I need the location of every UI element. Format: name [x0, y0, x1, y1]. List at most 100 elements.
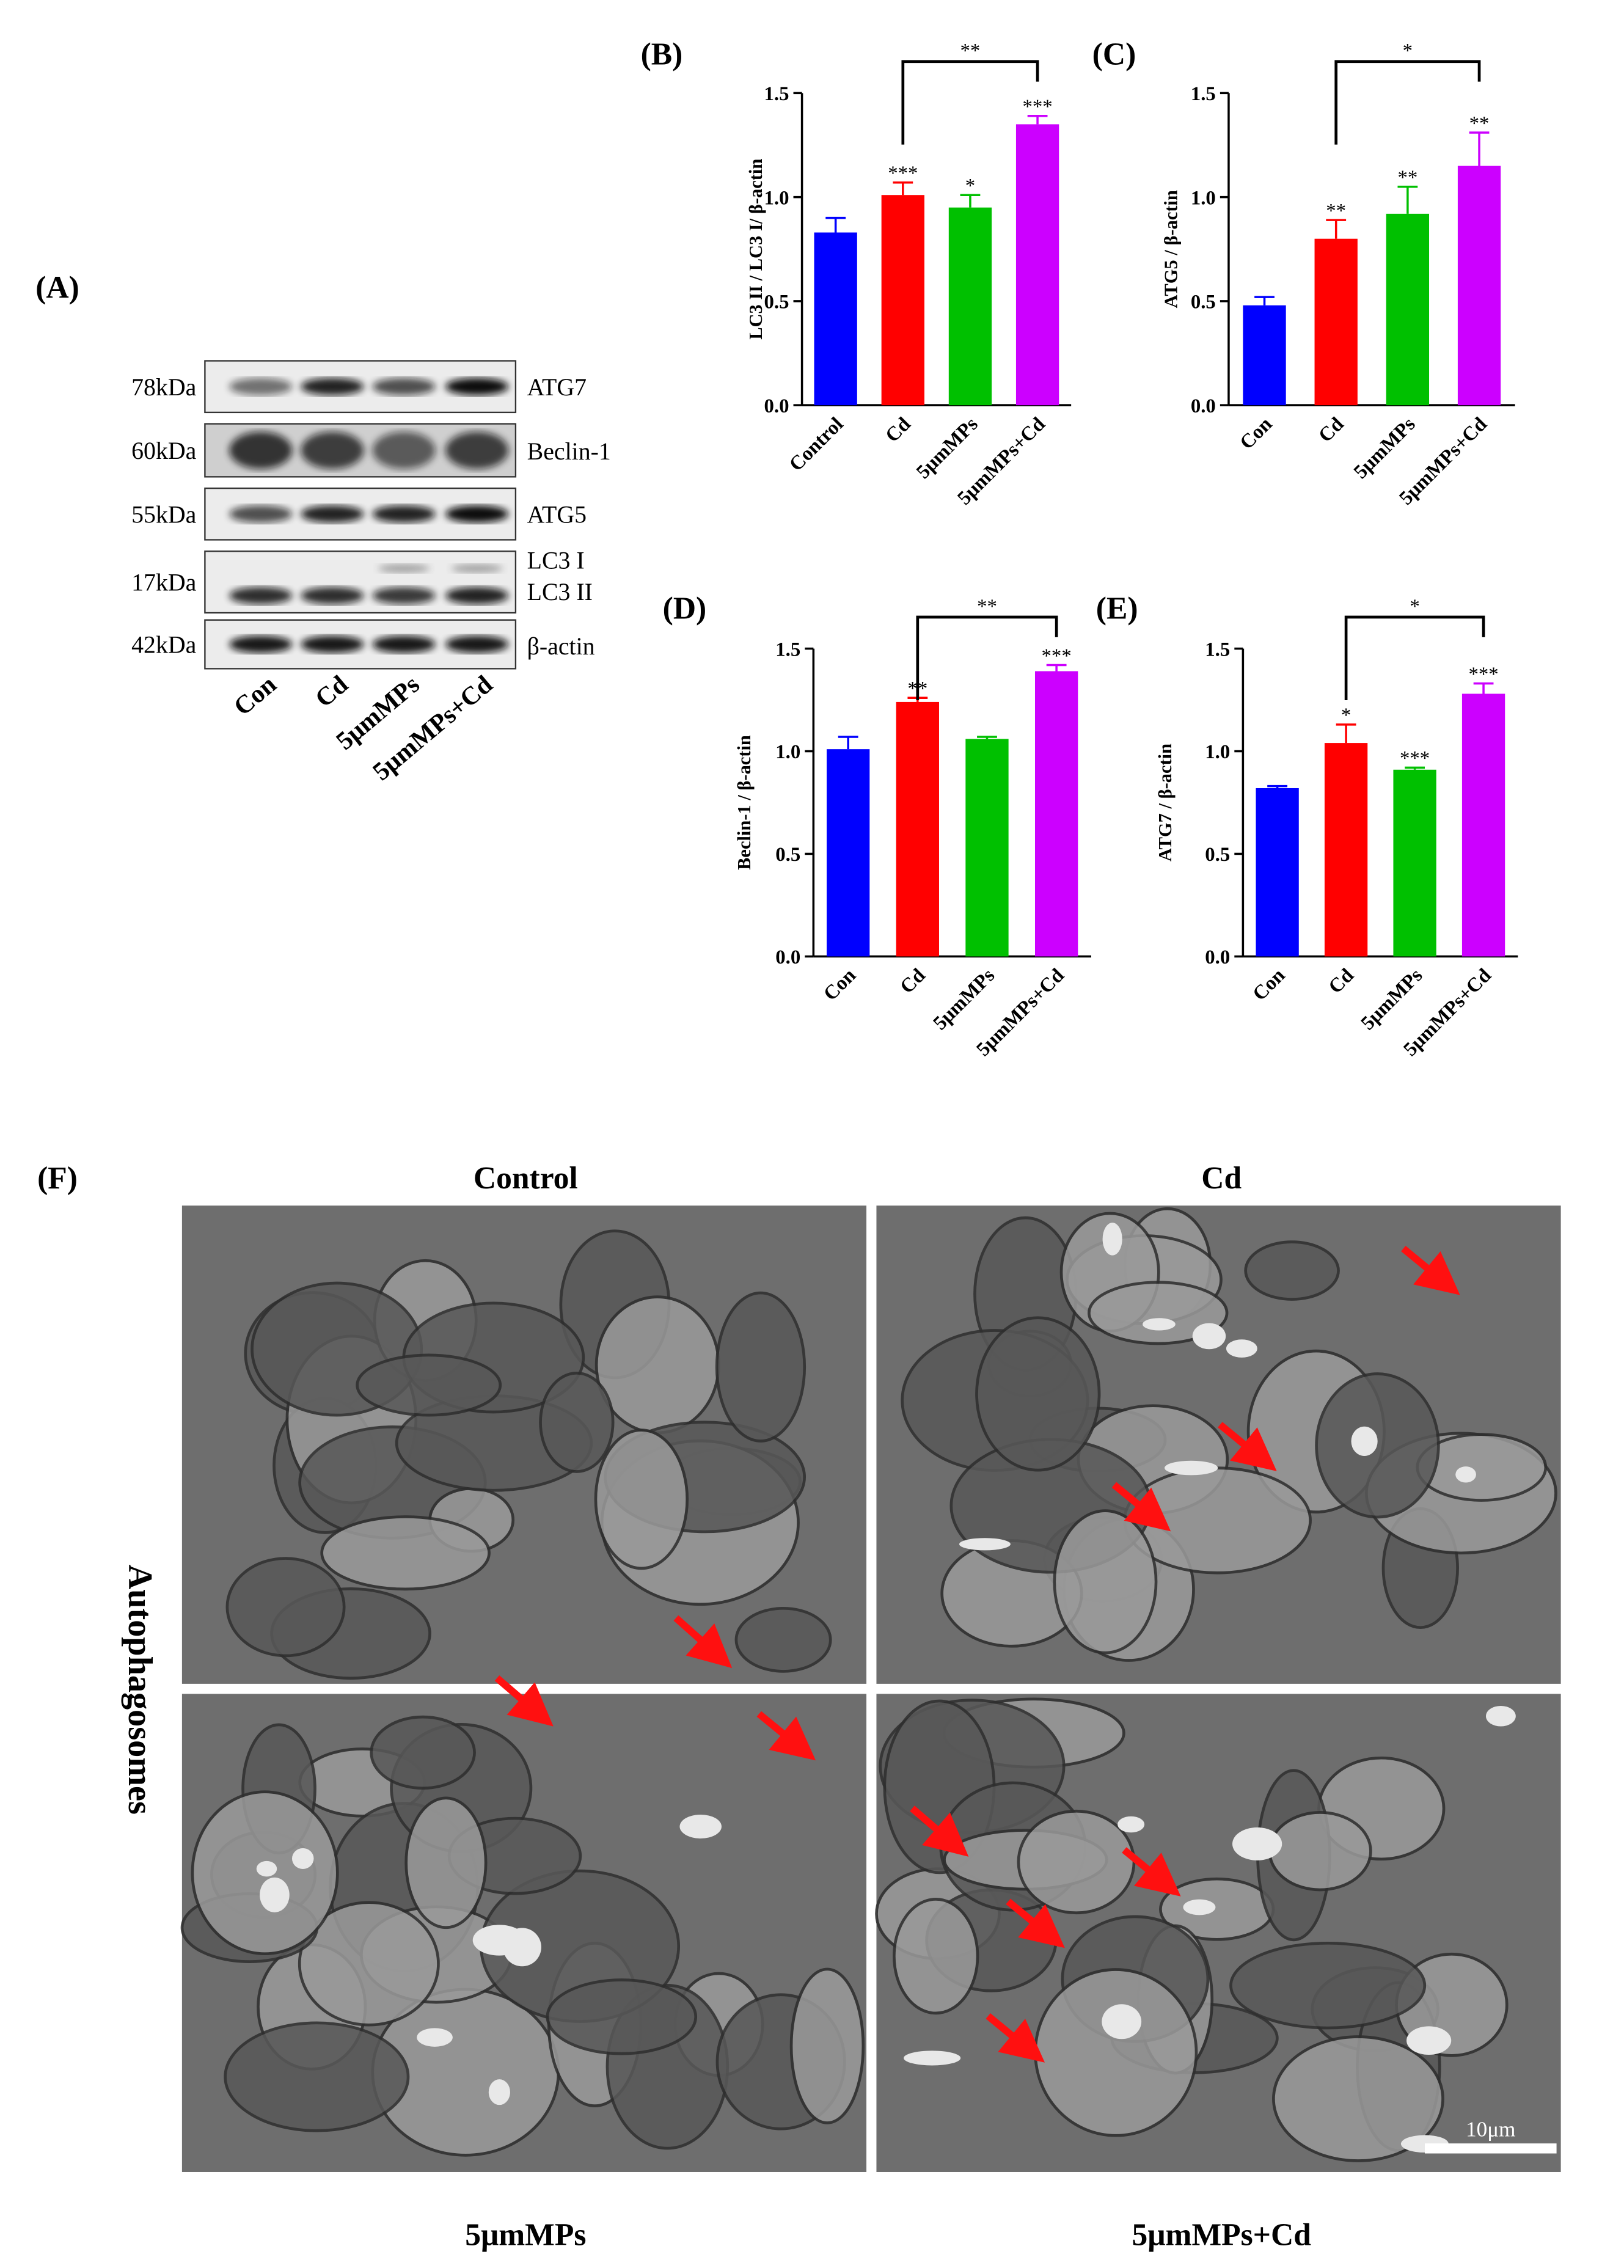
comparison-label: **	[960, 40, 981, 62]
bar	[948, 207, 992, 406]
protein-label: LC3 I	[527, 547, 585, 574]
vacuole	[472, 1925, 526, 1956]
bar	[1461, 693, 1505, 957]
y-tick-label: 0.5	[1191, 291, 1216, 313]
comparison-label: *	[1410, 596, 1419, 618]
error-bar	[1469, 131, 1490, 166]
arrow	[1401, 1245, 1460, 1295]
error-bar	[977, 736, 997, 739]
organelle	[539, 1371, 615, 1473]
organelle	[1315, 1372, 1440, 1519]
blot-band	[229, 587, 293, 604]
x-tick-label: 5μmMPs	[929, 964, 1000, 1034]
significance-label: ***	[1400, 748, 1430, 770]
y-tick-label: 0.0	[764, 395, 789, 417]
arrow	[673, 1615, 733, 1669]
panel-title: 5μmMPs+Cd	[1132, 2218, 1312, 2253]
blot-band	[451, 564, 503, 573]
organelle	[734, 1606, 832, 1673]
blot-band	[445, 635, 509, 653]
error-bar	[1326, 219, 1347, 239]
side-label: Autophagosomes	[121, 1565, 159, 1815]
vacuole	[1143, 1318, 1176, 1331]
error-bar	[1397, 185, 1418, 214]
arrow	[1111, 1482, 1171, 1532]
y-tick-label: 0.0	[1205, 946, 1230, 968]
marker-label: 78kDa	[131, 374, 197, 401]
vacuole	[260, 1877, 290, 1912]
error-bar	[1046, 664, 1067, 671]
panel-label: (C)	[1092, 37, 1136, 71]
marker-label: 55kDa	[131, 501, 197, 528]
bar	[1386, 213, 1430, 406]
vacuole	[1226, 1339, 1257, 1358]
blot-band	[229, 635, 293, 653]
organelle	[1268, 1811, 1372, 1892]
organelle	[594, 1428, 689, 1570]
bar	[1314, 238, 1358, 406]
error-bar	[825, 216, 846, 233]
significance-label: *	[1341, 704, 1351, 726]
error-bar	[1473, 682, 1494, 694]
significance-label: **	[1326, 200, 1346, 222]
x-tick-label: Cd	[881, 413, 915, 447]
y-tick-label: 1.5	[764, 83, 789, 105]
organelle	[1229, 1941, 1427, 2030]
organelle	[320, 1515, 491, 1591]
organelle	[1017, 1809, 1136, 1915]
vacuole	[679, 1814, 722, 1838]
organelle	[1088, 1281, 1229, 1345]
organelle	[893, 1898, 979, 2015]
panel-label: (D)	[663, 591, 707, 626]
marker-label: 17kDa	[131, 569, 197, 596]
x-tick-label: Con	[819, 964, 860, 1005]
western-blot: (A) 78kDa 60kDa 55kDa 17kDa 42kDa ATG7 Beclin-1…	[35, 270, 611, 786]
marker-label: 42kDa	[131, 632, 197, 659]
y-tick-label: 1.0	[1205, 741, 1230, 763]
panel-title: 5μmMPs	[465, 2218, 586, 2253]
bar	[1324, 743, 1368, 957]
organelle	[370, 1715, 476, 1790]
vacuole	[1351, 1426, 1378, 1456]
y-tick-label: 1.5	[775, 638, 800, 660]
significance-label: **	[1397, 167, 1417, 189]
blot-band	[229, 431, 293, 469]
vacuole	[1102, 2004, 1142, 2039]
protein-label: β-actin	[527, 633, 595, 660]
error-bar	[893, 181, 913, 196]
bar	[1243, 305, 1286, 406]
bar	[965, 739, 1009, 957]
vacuole	[1232, 1827, 1282, 1860]
arrow	[910, 1805, 969, 1857]
x-tick-label: Cd	[1325, 964, 1358, 998]
vacuole	[417, 2028, 453, 2047]
protein-label: Beclin-1	[527, 438, 611, 465]
bar	[1393, 769, 1436, 957]
organelle	[975, 1316, 1101, 1472]
y-tick-label: 1.5	[1205, 638, 1230, 660]
vacuole	[904, 2050, 961, 2066]
organelle	[224, 2021, 410, 2132]
significance-label: ***	[1022, 96, 1052, 118]
comparison-bracket	[916, 615, 1058, 700]
blot-band	[301, 505, 364, 523]
y-tick-label: 0.0	[1191, 395, 1216, 417]
blot-band	[445, 505, 509, 523]
x-tick-label: 5μmMPs	[1350, 413, 1420, 483]
marker-label: 60kDa	[131, 437, 197, 464]
lane-label: Con	[229, 670, 282, 722]
error-bar	[1254, 296, 1275, 305]
organelle	[594, 1295, 720, 1435]
blot-band	[372, 378, 436, 395]
y-tick-label: 0.0	[775, 946, 800, 968]
protein-label: ATG7	[527, 374, 587, 401]
organelle	[1034, 1968, 1198, 2137]
arrow	[986, 2013, 1045, 2063]
vacuole	[1406, 2026, 1452, 2055]
blot-band	[445, 378, 509, 395]
bar	[1034, 671, 1078, 957]
blot-band	[445, 587, 509, 604]
vacuole	[1192, 1323, 1226, 1350]
scale-bar	[1424, 2143, 1557, 2154]
